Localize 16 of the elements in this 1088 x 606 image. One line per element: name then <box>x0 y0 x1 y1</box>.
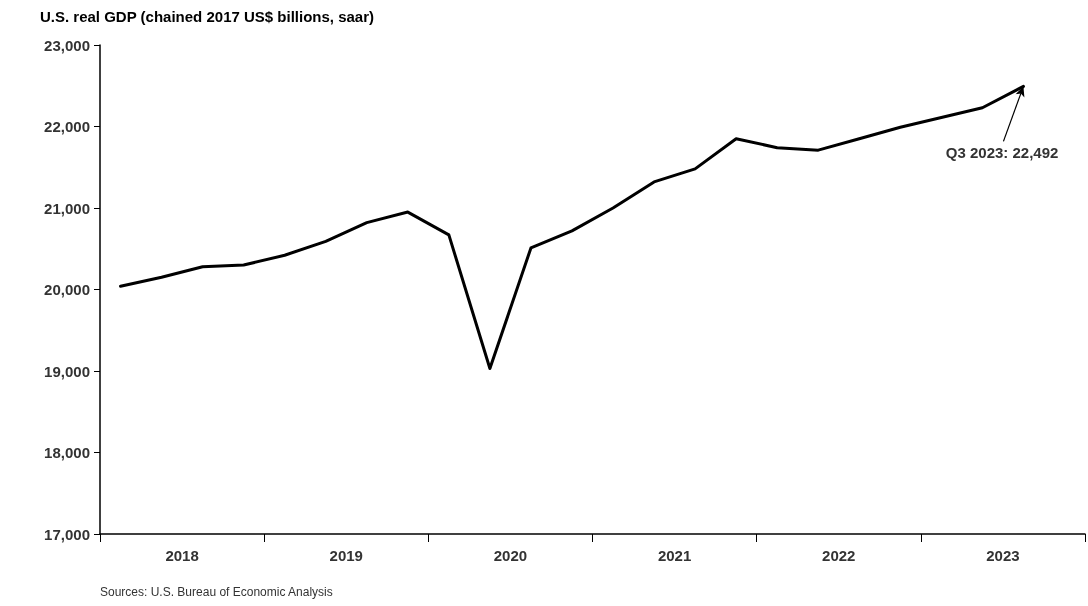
x-tick-label: 2022 <box>822 547 856 564</box>
x-tick-label: 2023 <box>986 547 1020 564</box>
x-tick-label: 2019 <box>329 547 363 564</box>
y-tick-label: 18,000 <box>44 444 90 461</box>
x-tick-label: 2018 <box>165 547 199 564</box>
y-tick-label: 23,000 <box>44 36 90 54</box>
y-tick-label: 19,000 <box>44 362 90 380</box>
y-tick-label: 17,000 <box>44 525 90 543</box>
y-tick-label: 20,000 <box>44 281 90 298</box>
annotation: Q3 2023: 22,492 <box>945 144 1059 162</box>
chart-title: U.S. real GDP (chained 2017 US$ billions, saar) <box>40 8 375 25</box>
x-tick-label: 2020 <box>493 547 528 564</box>
x-tick-label: 2021 <box>657 547 692 564</box>
y-tick-label: 21,000 <box>44 199 90 217</box>
source-note: Sources: U.S. Bureau of Economic Analysis <box>100 585 333 599</box>
y-tick-label: 22,000 <box>44 118 90 135</box>
